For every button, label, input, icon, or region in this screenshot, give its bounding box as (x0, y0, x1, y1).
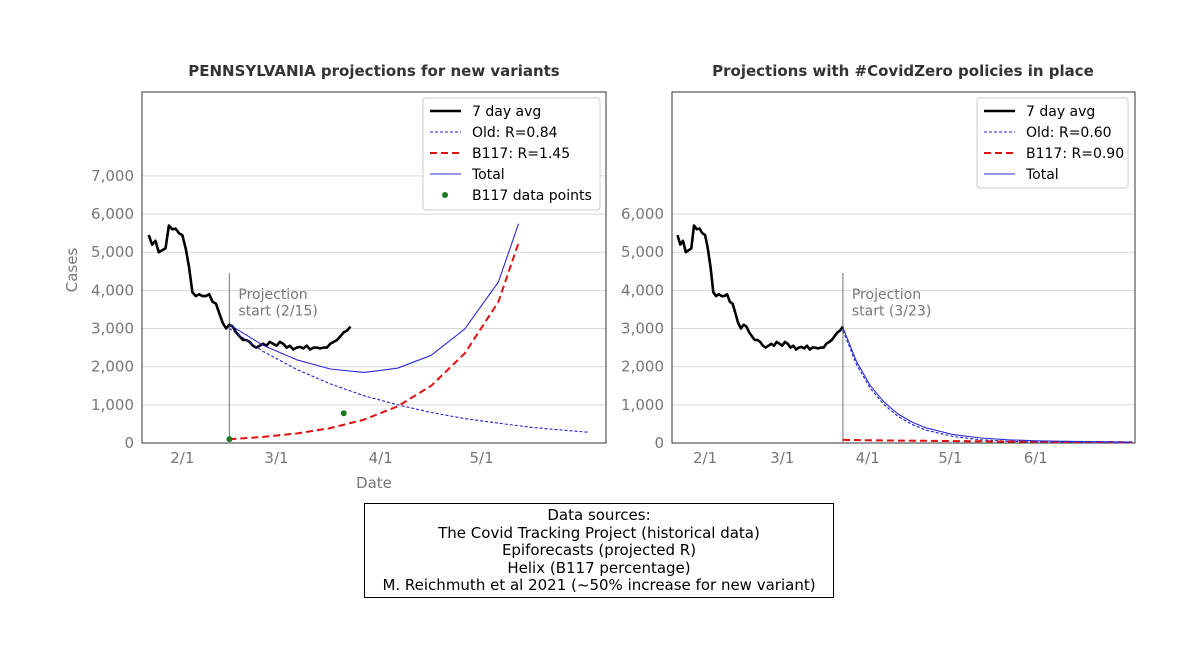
y-tick-label: 0 (124, 434, 134, 452)
seven-day-avg-line (147, 224, 352, 351)
projection-annotation: Projection (238, 287, 307, 303)
x-tick-label: 6/1 (1024, 449, 1048, 467)
b117-data-point (340, 410, 347, 417)
y-tick-label: 4,000 (621, 281, 664, 299)
x-tick-label: 2/1 (170, 449, 194, 467)
legend-label: Old: R=0.84 (472, 125, 558, 141)
y-tick-label: 2,000 (91, 358, 134, 376)
y-tick-label: 0 (654, 434, 664, 452)
x-tick-label: 5/1 (470, 449, 494, 467)
y-tick-label: 1,000 (621, 396, 664, 414)
old-variant-line (229, 328, 590, 433)
x-tick-label: 4/1 (369, 449, 393, 467)
legend-marker (442, 192, 448, 198)
y-tick-label: 1,000 (91, 396, 134, 414)
seven-day-avg-line (676, 224, 844, 351)
b117-line (229, 242, 520, 441)
right-chart-panel: Projections with #CovidZero policies in … (621, 62, 1136, 467)
total-line (842, 327, 1133, 443)
left-chart-panel: PENNSYLVANIA projections for new variant… (63, 62, 607, 492)
legend-label: B117: R=0.90 (1026, 146, 1124, 162)
sources-line: Data sources: (547, 506, 651, 524)
sources-line: The Covid Tracking Project (historical d… (438, 523, 760, 542)
y-tick-label: 6,000 (91, 205, 134, 223)
y-tick-label: 5,000 (621, 243, 664, 261)
y-tick-label: 5,000 (91, 243, 134, 261)
x-tick-label: 5/1 (938, 449, 962, 467)
left-chart-title: PENNSYLVANIA projections for new variant… (188, 62, 560, 80)
legend-box (976, 97, 1129, 189)
x-tick-label: 2/1 (693, 449, 717, 467)
x-tick-label: 3/1 (770, 449, 794, 467)
y-tick-label: 7,000 (91, 167, 134, 185)
left-y-axis-label: Cases (63, 248, 81, 293)
b117-data-point (226, 436, 233, 443)
plot-frame (671, 91, 1136, 444)
y-tick-label: 4,000 (91, 281, 134, 299)
sources-line: Helix (B117 percentage) (507, 558, 691, 577)
y-tick-label: 6,000 (621, 205, 664, 223)
total-line (229, 223, 520, 373)
projection-annotation: Projection (852, 287, 921, 303)
legend-label: B117 data points (472, 188, 592, 204)
old-variant-line (842, 330, 1133, 444)
left-x-axis-label: Date (356, 474, 392, 492)
sources-line: M. Reichmuth et al 2021 (~50% increase f… (382, 576, 816, 594)
plot-frame (141, 91, 607, 444)
x-tick-label: 4/1 (856, 449, 880, 467)
sources-line: Epiforecasts (projected R) (501, 541, 697, 559)
y-tick-label: 2,000 (621, 358, 664, 376)
data-sources-box: Data sources: The Covid Tracking Project… (364, 503, 834, 598)
y-tick-label: 3,000 (621, 320, 664, 338)
y-tick-label: 3,000 (91, 320, 134, 338)
b117-line (842, 438, 1133, 444)
projection-annotation: start (2/15) (238, 304, 317, 320)
legend-label: B117: R=1.45 (472, 146, 570, 162)
legend-label: Total (471, 167, 505, 183)
legend-label: Total (1025, 167, 1059, 183)
x-tick-label: 3/1 (264, 449, 288, 467)
legend-box (422, 97, 601, 211)
projection-annotation: start (3/23) (852, 304, 931, 320)
legend-label: 7 day avg (472, 104, 541, 120)
legend-label: 7 day avg (1026, 104, 1095, 120)
legend-label: Old: R=0.60 (1026, 125, 1112, 141)
right-chart-title: Projections with #CovidZero policies in … (712, 62, 1094, 80)
